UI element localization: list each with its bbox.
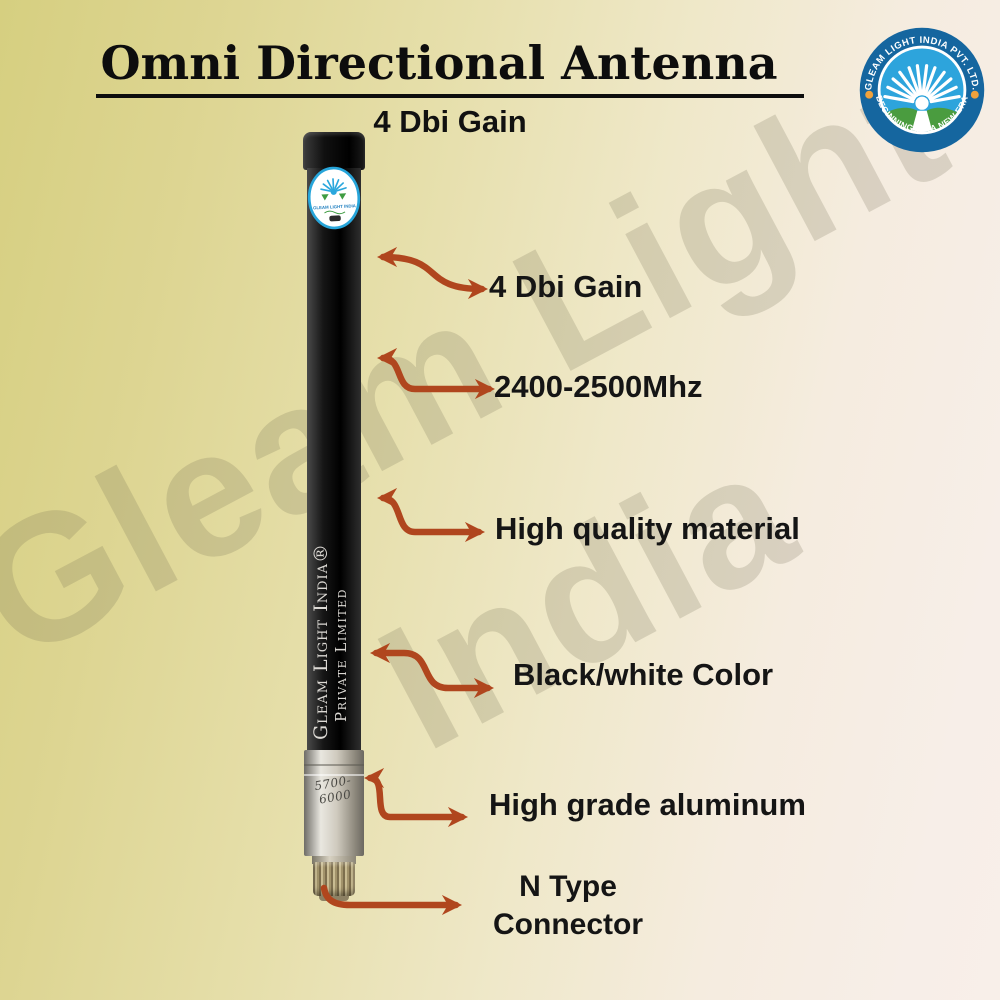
sticker-brand-text: GLEAM LIGHT INDIA [313, 203, 357, 210]
sticker-tagline-squiggle [324, 210, 346, 215]
antenna-top-cap [303, 132, 365, 170]
aluminum-groove [304, 774, 364, 776]
sticker-hill-right [338, 193, 347, 200]
callout-arrow-aluminum [363, 767, 469, 828]
logo-dot-left [865, 90, 874, 99]
aluminum-groove [304, 764, 364, 766]
brand-text-vertical: Gleam Light India® Private Limited [310, 542, 355, 740]
n-type-connector [313, 862, 355, 896]
callout-label-material: High quality material [495, 511, 800, 546]
header: Omni Directional Antenna 4 Dbi Gain [0, 36, 900, 140]
antenna-body [307, 168, 361, 750]
logo-dot-right [970, 90, 979, 99]
callout-arrow-frequency [376, 347, 496, 400]
antenna-sticker: GLEAM LIGHT INDIA [307, 166, 361, 230]
callout-arrow-material [376, 487, 486, 543]
logo-path [911, 110, 933, 132]
callout-label-aluminum: High grade aluminum [489, 787, 806, 822]
callout-label-color: Black/white Color [513, 657, 774, 692]
callout-label-gain: 4 Dbi Gain [489, 269, 643, 304]
callout-label-connector-line1: N Type [519, 870, 617, 903]
connector-tip [319, 896, 349, 901]
sun-icon [915, 96, 929, 110]
sunburst-rays-icon [883, 64, 961, 104]
sticker-sunburst-icon [320, 178, 347, 192]
subtitle: 4 Dbi Gain [373, 104, 527, 139]
page-title: Omni Directional Antenna [96, 36, 804, 98]
sticker-hill-left [321, 194, 329, 201]
aluminum-section: 5700-6000 [304, 750, 364, 856]
sticker-mark-icon [329, 215, 341, 222]
connector-collar [312, 856, 356, 864]
callout-label-frequency: 2400-2500Mhz [494, 369, 703, 404]
company-logo: GLEAM LIGHT INDIA PVT. LTD. BEGINNING OF… [859, 27, 985, 153]
callout-arrow-gain [376, 246, 489, 300]
brand-line1: Gleam Light India® [310, 542, 332, 740]
handwritten-frequency: 5700-6000 [313, 772, 353, 807]
callout-arrow-color [369, 642, 495, 699]
callout-label-connector-line2: Connector [493, 907, 643, 941]
brand-line2: Private Limited [331, 588, 350, 722]
callout-label-connector: N Type Connector [468, 868, 668, 943]
